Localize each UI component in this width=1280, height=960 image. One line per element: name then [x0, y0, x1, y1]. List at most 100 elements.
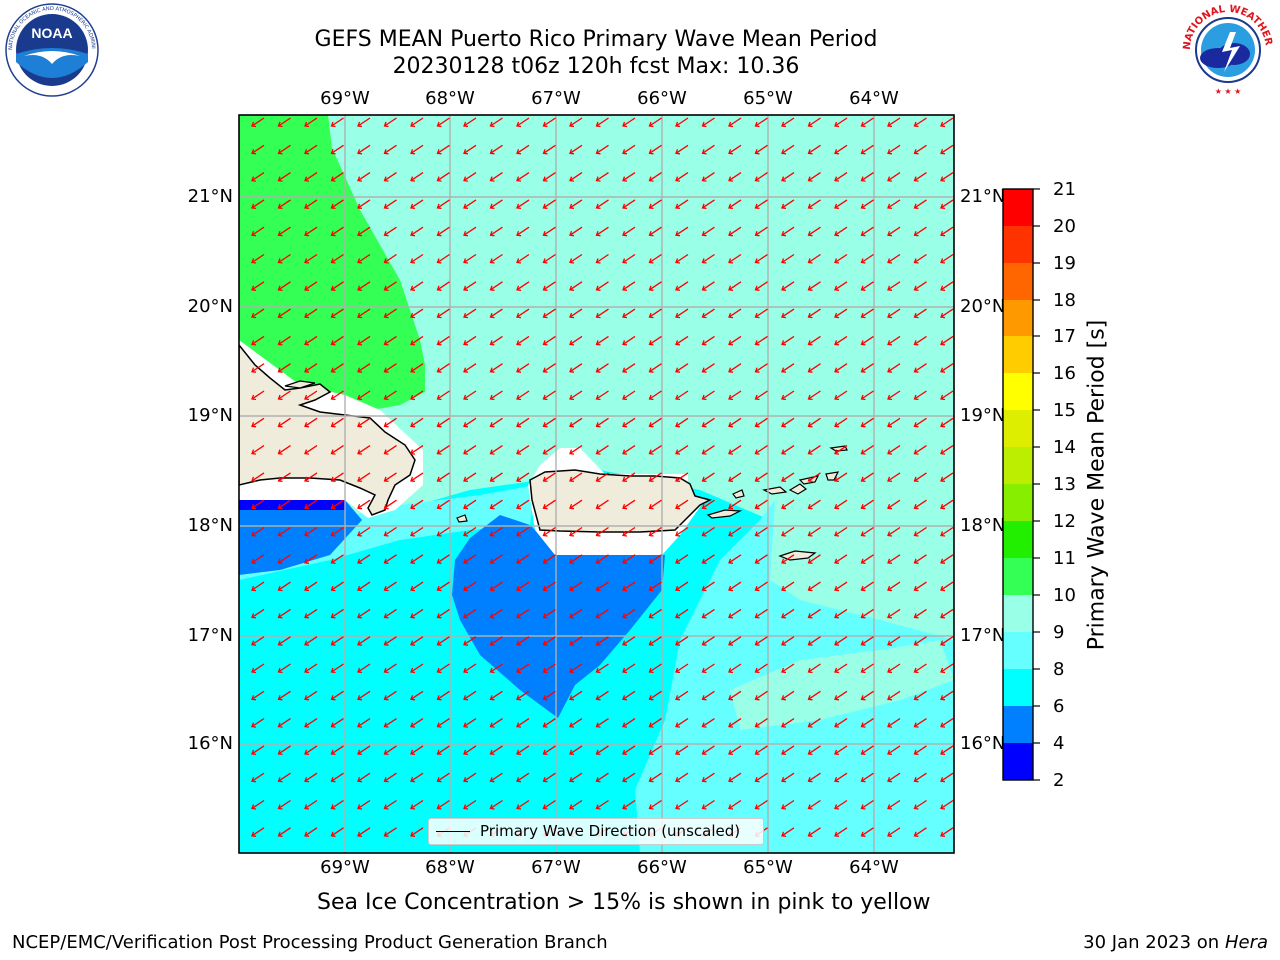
wave-arrow — [357, 253, 371, 264]
wave-arrow — [463, 718, 477, 728]
wave-arrow — [728, 772, 742, 783]
wave-arrow — [754, 663, 768, 674]
wave-arrow — [807, 526, 821, 537]
wave-arrow — [807, 636, 821, 646]
wave-arrow — [277, 554, 291, 564]
wave-arrow — [251, 526, 265, 537]
wave-arrow — [887, 499, 901, 510]
land-anegada — [829, 445, 848, 452]
wave-arrow — [304, 718, 318, 728]
wave-arrow — [410, 745, 424, 756]
wave-arrow — [410, 172, 424, 182]
wave-arrow — [542, 335, 556, 346]
wave-arrow — [834, 253, 848, 264]
wave-arrow — [383, 772, 397, 783]
wave-arrow — [860, 636, 874, 646]
wave-arrow — [357, 499, 371, 510]
wave-arrow — [383, 281, 397, 291]
wave-arrow — [410, 827, 424, 837]
wave-arrow — [569, 663, 583, 674]
wave-arrow — [781, 499, 795, 510]
wave-arrow — [463, 417, 477, 428]
wave-arrow — [675, 117, 689, 128]
wave-arrow — [860, 417, 874, 428]
wave-arrow — [516, 718, 530, 728]
wave-arrow — [277, 335, 291, 346]
wave-arrow — [834, 526, 848, 537]
wave-arrow — [860, 554, 874, 564]
wave-arrow — [807, 472, 821, 483]
wave-arrow — [463, 581, 477, 592]
wave-arrow — [383, 117, 397, 128]
lat-label-left-19n: 19°N — [187, 405, 233, 426]
wave-arrow — [304, 472, 318, 483]
wave-arrow — [860, 581, 874, 592]
wave-arrow — [913, 445, 927, 455]
wave-arrow — [277, 390, 291, 401]
wave-arrow — [251, 445, 265, 455]
wave-arrow — [728, 117, 742, 128]
wave-arrow — [304, 581, 318, 592]
wave-arrow — [807, 117, 821, 128]
colorbar-tick-17: 17 — [1053, 326, 1076, 347]
wave-arrow — [622, 526, 636, 537]
wave-arrow — [595, 253, 609, 264]
wave-arrow — [940, 308, 954, 319]
footer-host: Hera — [1224, 932, 1268, 953]
wave-arrow — [648, 335, 662, 346]
land-hispaniola — [239, 343, 416, 516]
colorbar-band — [1003, 373, 1033, 410]
wave-arrow — [330, 526, 344, 537]
wave-arrow — [834, 690, 848, 701]
wave-arrow — [569, 172, 583, 182]
wave-arrow — [569, 417, 583, 428]
wave-arrow — [277, 581, 291, 592]
wave-arrow — [569, 608, 583, 619]
wave-arrow — [834, 417, 848, 428]
lat-label-right-20n: 20°N — [960, 296, 1006, 317]
wave-arrow — [410, 117, 424, 128]
wave-arrow — [542, 117, 556, 128]
wave-arrow — [410, 499, 424, 510]
wave-arrow — [330, 308, 344, 319]
wave-arrow — [277, 526, 291, 537]
wave-arrow — [463, 308, 477, 319]
wave-arrow — [860, 117, 874, 128]
wave-arrow — [781, 144, 795, 155]
colorbar-tick-16: 16 — [1053, 363, 1076, 384]
wave-arrow — [940, 772, 954, 783]
period-region-9-10-inner — [730, 640, 954, 730]
colorbar-band — [1003, 300, 1033, 336]
wave-arrow — [754, 581, 768, 592]
land-vieques — [706, 509, 743, 519]
wave-arrow — [569, 690, 583, 701]
wave-arrow — [728, 253, 742, 264]
wave-arrow — [383, 608, 397, 619]
wave-arrow — [807, 608, 821, 619]
wave-arrow — [357, 472, 371, 483]
wave-arrow — [728, 172, 742, 182]
lon-label-top-65w: 65°W — [743, 88, 793, 109]
period-region-4-6-west — [239, 500, 362, 575]
wave-arrow — [516, 363, 530, 373]
wave-arrow — [463, 799, 477, 810]
wave-arrow — [913, 281, 927, 291]
wave-arrow — [357, 554, 371, 564]
wave-arrow — [489, 363, 503, 373]
wave-arrow — [754, 172, 768, 182]
wave-arrow — [569, 636, 583, 646]
wave-arrow — [913, 172, 927, 182]
lat-label-right-21n: 21°N — [960, 186, 1006, 207]
wave-arrow — [436, 445, 450, 455]
wave-arrow — [489, 281, 503, 291]
colorbar-band — [1003, 226, 1033, 263]
wave-arrow — [940, 335, 954, 346]
wave-arrow — [754, 199, 768, 210]
wave-arrow — [834, 663, 848, 674]
wave-arrow — [410, 663, 424, 674]
wave-arrow — [357, 690, 371, 701]
wave-arrow — [701, 445, 715, 455]
wave-arrow — [675, 281, 689, 291]
wave-arrow — [860, 335, 874, 346]
noaa-logo: NOAA NATIONAL OCEANIC AND ATMOSPHERIC AD… — [2, 2, 99, 97]
